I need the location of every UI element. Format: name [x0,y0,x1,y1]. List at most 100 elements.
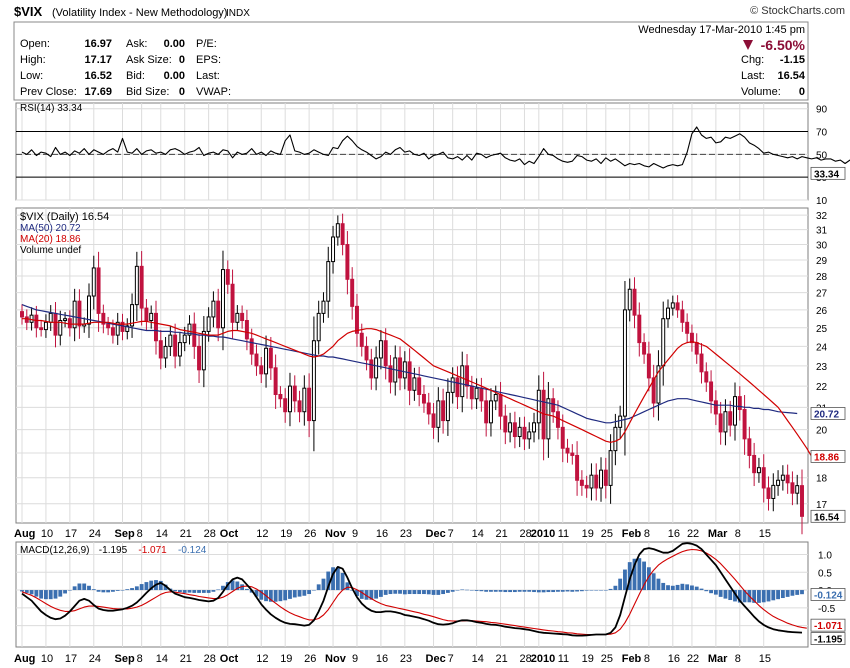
macd-histogram-bar [642,561,646,591]
macd-histogram-bar [53,590,58,599]
macd-histogram-bar [670,585,675,591]
x-tick-label: 21 [496,653,508,665]
macd-histogram-bar [201,590,206,593]
price-tick-label: 22 [816,382,828,393]
macd-histogram-bar [254,590,259,597]
macd-histogram-bar [335,567,340,591]
candle-body [388,365,393,383]
candle-body [594,474,599,489]
x-tick-label: 15 [759,528,771,540]
x-tick-label: 17 [65,528,77,540]
candle-body [182,334,187,344]
macd-histogram-bar [39,590,44,599]
macd-histogram-bar [67,590,72,591]
price-tick-label: 26 [816,306,828,317]
macd-histogram-bar [63,590,67,594]
macd-histogram-bar [412,590,417,595]
macd-histogram-bar [752,590,757,603]
x-tick-label: 19 [280,528,292,540]
macd-histogram-bar [288,590,292,599]
price-tick-label: 32 [816,211,828,222]
macd-histogram-bar [766,590,771,602]
candle-body [479,387,484,402]
candle-body [307,387,312,422]
candle-body [244,320,249,340]
macd-histogram-bar [785,590,790,597]
macd-histogram-bar [345,582,350,591]
macd-histogram-bar [613,585,618,591]
candle-body [125,325,130,332]
candle-body [63,318,68,322]
x-tick-label: 8 [735,653,741,665]
macd-current-tag: -1.071 [814,621,843,632]
macd-histogram-bar [618,578,623,591]
candle-body [350,278,355,307]
quote-label: EPS: [196,54,221,66]
candle-body [800,485,804,517]
macd-histogram-bar [718,590,723,597]
rsi-legend: RSI(14) 33.34 [20,103,83,114]
price-current-tag: 16.54 [814,512,839,523]
candle-body [297,400,302,413]
macd-histogram-bar [331,567,335,591]
macd-current-tag: -1.195 [814,635,843,646]
macd-histogram-bar [800,590,804,595]
price-tick-label: 25 [816,324,828,335]
macd-histogram-bar [666,585,670,591]
candle-body [637,314,642,344]
macd-histogram-bar [474,590,479,591]
candle-body [235,312,240,323]
candle-body [163,345,168,359]
x-tick-label: 25 [601,653,613,665]
macd-histogram-bar [340,572,345,591]
macd-histogram-bar [661,582,666,591]
macd-histogram-bar [589,590,594,591]
x-tick-label: Oct [220,528,239,540]
x-tick-label: Mar [708,653,728,665]
candle-body [555,411,560,428]
price-current-tag-bg [810,407,846,420]
candle-body [575,454,580,481]
macd-histogram-bar [96,590,101,592]
quote-label: Prev Close: [20,86,77,98]
macd-panel: 1.00.50.0-0.5-1.0MACD(12,26,9)-1.195-1.0… [15,541,846,648]
candle-body [34,314,39,329]
macd-histogram-bar [130,588,134,591]
candle-body [240,312,245,322]
x-tick-label: 2010 [531,653,555,665]
candle-body [398,357,403,379]
watermark-text: © StockCharts.com [750,5,845,17]
candle-body [718,413,723,433]
x-tick-label: 8 [735,528,741,540]
candle-body [627,288,632,311]
x-tick-label: 8 [137,653,143,665]
symbol-name-text: (Volatility Index - New Methodology) [52,7,227,19]
candle-body [747,438,752,456]
quote-fields: Open: 16.97 High: 17.17 Low: 16.52 Prev Close:… [20,38,806,98]
x-tick-label: 7 [448,528,454,540]
candle-body [292,385,297,402]
x-tick-label: 17 [65,653,77,665]
candle-body [158,340,163,359]
macd-histogram-bar [422,590,426,595]
candle-body [646,353,651,379]
macd-histogram-bar [713,590,718,595]
candle-body [87,295,91,325]
macd-histogram-bar [48,590,53,600]
candle-body [455,377,460,398]
candle-body [340,223,345,246]
quote-label: High: [20,54,46,66]
candle-body [134,265,139,306]
x-tick-label: 24 [89,528,101,540]
candle-body [618,415,623,428]
macd-histogram-bar [675,584,680,591]
x-tick-label: Dec [426,528,446,540]
macd-histogram-bar [723,590,728,599]
candle-body [498,393,503,417]
macd-histogram-bar [469,590,474,591]
quote-box [13,21,809,101]
macd-histogram-bar [551,590,556,593]
symbol-text: $VIX [14,4,43,19]
x-tick-label: 22 [687,653,699,665]
